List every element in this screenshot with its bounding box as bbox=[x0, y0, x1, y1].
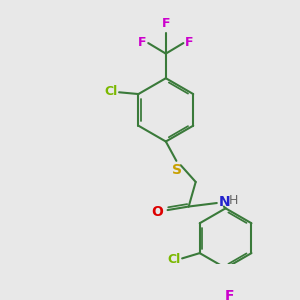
Text: Cl: Cl bbox=[167, 253, 180, 266]
Text: S: S bbox=[172, 163, 182, 177]
Text: H: H bbox=[229, 194, 239, 207]
Text: Cl: Cl bbox=[104, 85, 117, 98]
Text: F: F bbox=[185, 36, 194, 49]
Text: F: F bbox=[138, 36, 146, 49]
Text: F: F bbox=[224, 289, 234, 300]
Text: O: O bbox=[151, 205, 163, 219]
Text: N: N bbox=[219, 195, 230, 209]
Text: F: F bbox=[162, 17, 170, 30]
